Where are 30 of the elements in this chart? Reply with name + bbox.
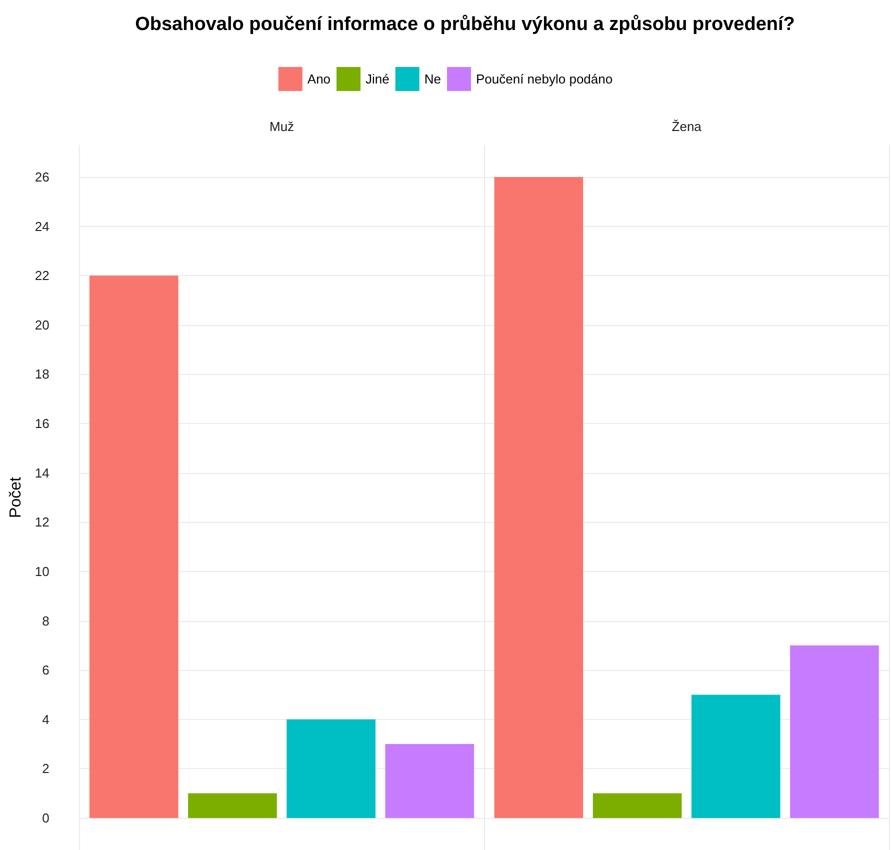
legend-label: Ne xyxy=(424,72,441,86)
chart-title: Obsahovalo poučení informace o průběhu výkonu a způsobu provedení? xyxy=(135,14,795,35)
y-tick-label: 24 xyxy=(34,218,50,234)
y-tick-label: 2 xyxy=(42,761,50,776)
x-tick-label: Muž xyxy=(269,119,294,134)
bar xyxy=(691,694,780,818)
y-tick-label: 14 xyxy=(34,465,50,480)
y-tick-label: 10 xyxy=(34,564,50,579)
bar xyxy=(89,276,178,818)
y-tick-label: 6 xyxy=(42,662,50,678)
y-tick-label: 0 xyxy=(42,810,50,826)
legend-label: Jiné xyxy=(366,72,390,86)
y-tick-label: 8 xyxy=(42,613,50,628)
y-tick-label: 16 xyxy=(34,416,50,432)
y-tick-label: 12 xyxy=(34,514,50,530)
bar xyxy=(790,645,879,818)
y-tick-label: 22 xyxy=(34,268,50,284)
y-axis-title: Počet xyxy=(8,476,24,518)
y-tick-label: 26 xyxy=(34,170,50,185)
y-tick-label: 18 xyxy=(34,366,50,382)
bar xyxy=(188,793,277,818)
bar xyxy=(494,177,584,818)
bar xyxy=(385,744,474,818)
legend-label: Ano xyxy=(307,72,331,86)
bar xyxy=(286,719,376,818)
y-tick-label: 20 xyxy=(34,317,50,332)
legend-label: Poučení nebylo podáno xyxy=(476,72,613,86)
x-tick-label: Žena xyxy=(672,119,702,134)
y-tick-label: 4 xyxy=(42,712,50,727)
bar xyxy=(592,793,682,818)
